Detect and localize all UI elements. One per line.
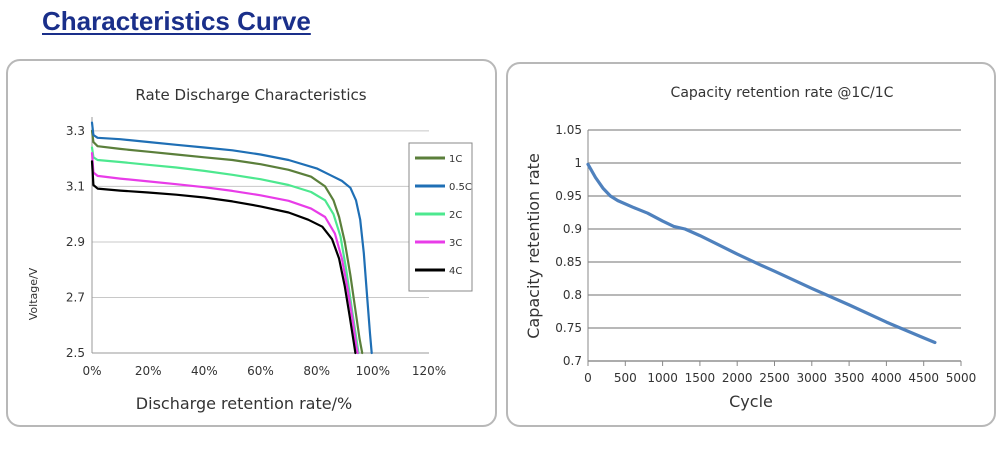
x-tick-label: 40% <box>191 364 218 378</box>
x-axis-label: Discharge retention rate/% <box>136 394 352 413</box>
y-axis-label: Capacity retention rate <box>524 153 543 339</box>
x-tick-labels: 0% 20% 40% 60% 80% 100% 120% <box>82 364 446 378</box>
legend-box <box>408 142 473 292</box>
y-axis-label: Voltage/V <box>27 267 40 320</box>
x-tick-label: 100% <box>356 364 390 378</box>
y-tick-label: 2.5 <box>66 346 85 360</box>
y-tick-label: 3.1 <box>66 179 85 193</box>
series-line-series-1 <box>586 162 937 345</box>
series-line-0-5c <box>90 121 373 355</box>
x-tick-label: 120% <box>412 364 446 378</box>
x-tick-label: 4000 <box>871 371 902 385</box>
x-tick-label: 5000 <box>946 371 977 385</box>
series-line-1c <box>90 129 364 355</box>
series-line-3c <box>90 152 359 355</box>
x-tick-label: 500 <box>614 371 637 385</box>
x-tick-label: 0% <box>82 364 101 378</box>
x-tick-label: 1000 <box>647 371 678 385</box>
y-tick-label: 3.3 <box>66 124 85 138</box>
y-tick-label: 1.05 <box>555 123 582 137</box>
legend-entries: 1C 0.5C 2C 3C 4C <box>415 154 472 277</box>
x-tick-label: 80% <box>303 364 330 378</box>
legend-label: 4C <box>449 266 462 277</box>
x-tick-labels: 0 500 1000 1500 2000 2500 3000 3500 4000 4500 5000 <box>584 371 976 385</box>
y-tick-label: 0.95 <box>555 189 582 203</box>
x-tick-label: 4500 <box>908 371 939 385</box>
discharge-chart-panel: Rate Discharge Characteristics 2.5 2.7 2.9… <box>6 59 497 427</box>
legend: 1C 0.5C 2C 3C 4C <box>408 142 473 292</box>
x-tick-label: 2500 <box>759 371 790 385</box>
y-tick-labels: 2.5 2.7 2.9 3.1 3.3 <box>66 124 85 360</box>
x-axis-label: Cycle <box>729 392 773 411</box>
y-tick-label: 2.7 <box>66 290 85 304</box>
discharge-chart: Rate Discharge Characteristics 2.5 2.7 2.9… <box>27 86 473 413</box>
y-tick-label: 0.8 <box>563 288 582 302</box>
legend-label: 1C <box>449 154 462 165</box>
y-tick-label: 0.7 <box>563 354 582 368</box>
y-tick-label: 0.9 <box>563 222 582 236</box>
capacity-chart: Capacity retention rate @1C/1C 0.70.750.… <box>524 85 976 411</box>
x-tick-label: 60% <box>247 364 274 378</box>
grid-lines <box>91 117 429 354</box>
series-lines <box>586 162 937 345</box>
series-lines <box>90 121 373 355</box>
series-line-2c <box>90 146 360 355</box>
x-tick-label: 3000 <box>797 371 828 385</box>
y-tick-labels: 0.7 0.75 0.8 0.85 0.9 0.95 1 1.05 <box>555 123 582 368</box>
legend-label: 2C <box>449 210 462 221</box>
y-tick-label: 0.75 <box>555 321 582 335</box>
legend-label: 3C <box>449 238 462 249</box>
x-tick-label: 0 <box>584 371 592 385</box>
series-line-4c <box>90 160 357 355</box>
y-tick-label: 1 <box>574 156 582 170</box>
page-heading: Characteristics Curve <box>42 6 311 36</box>
x-tick-label: 3500 <box>834 371 865 385</box>
y-tick-label: 0.85 <box>555 255 582 269</box>
chart-title: Rate Discharge Characteristics <box>135 86 366 104</box>
x-tick-label: 20% <box>135 364 162 378</box>
capacity-chart-panel: Capacity retention rate @1C/1C 0.7 0.75 0.… <box>506 62 996 427</box>
y-tick-label: 2.9 <box>66 235 85 249</box>
x-tick-label: 1500 <box>685 371 716 385</box>
legend-label: 0.5C <box>449 182 472 193</box>
chart-title: Capacity retention rate @1C/1C <box>671 85 894 101</box>
x-tick-label: 2000 <box>722 371 753 385</box>
